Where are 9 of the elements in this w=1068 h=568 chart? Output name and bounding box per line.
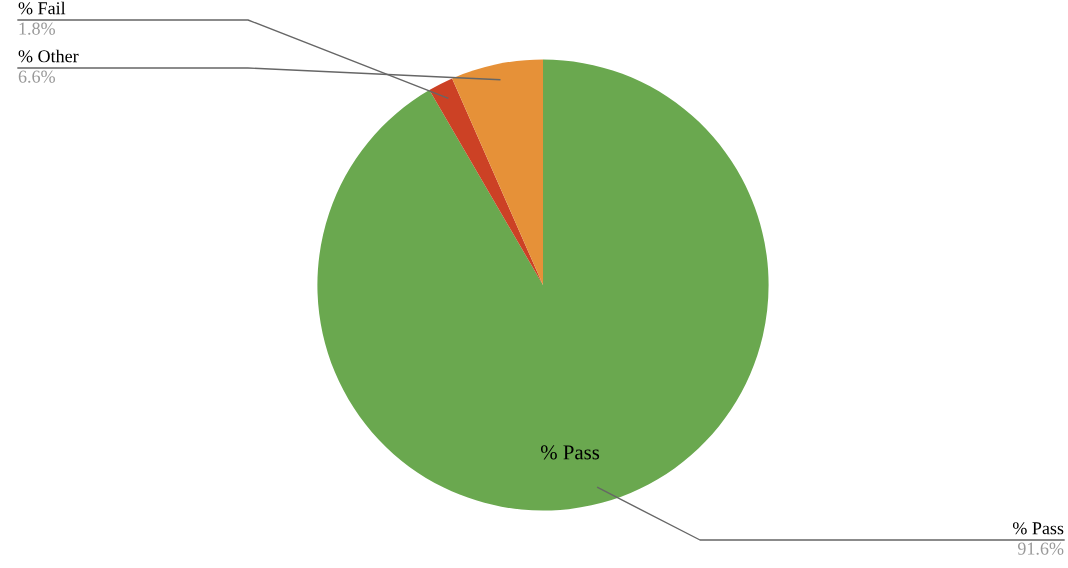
pie-slice xyxy=(452,59,543,285)
slice-label: % Other xyxy=(18,49,79,63)
data-label: 91.6% xyxy=(1017,542,1064,555)
slice-label: % Fail xyxy=(18,1,66,15)
data-label: 6.6% xyxy=(18,70,55,83)
slice-label: % Pass xyxy=(1012,522,1064,535)
data-label: 1.8% xyxy=(19,22,55,35)
pie-slice xyxy=(317,59,769,511)
text: % Pass xyxy=(540,445,600,460)
